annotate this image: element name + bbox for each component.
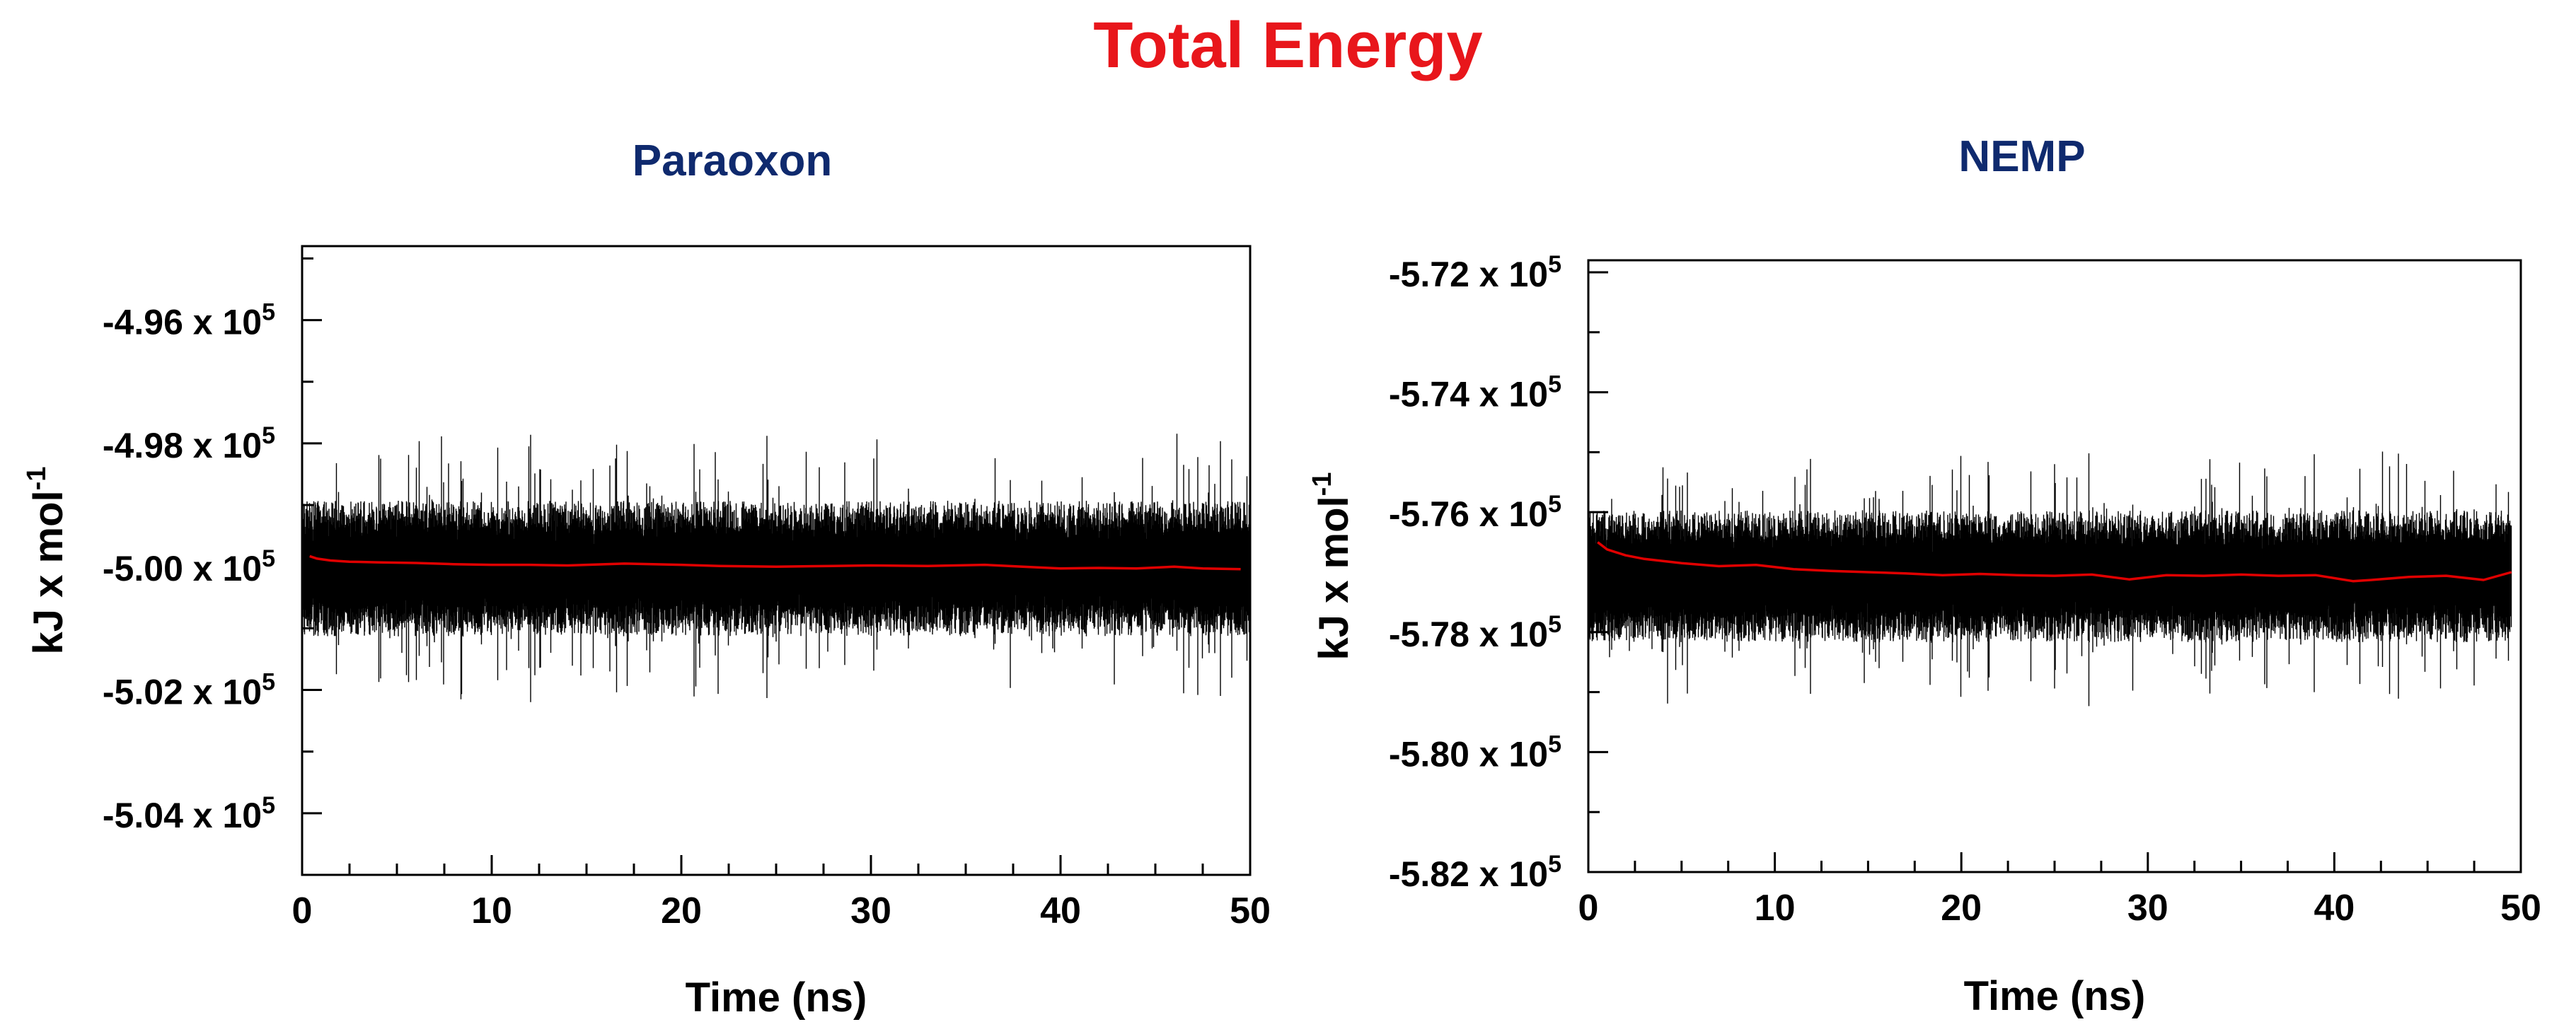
- nemp-y-tick-label: -5.80 x 105: [1389, 731, 1561, 774]
- nemp-running-average-line: [1597, 541, 2512, 583]
- nemp-x-tick-label: 30: [2127, 888, 2168, 929]
- nemp-title: NEMP: [1958, 132, 2085, 181]
- paraoxon-x-tick-label: 50: [1230, 890, 1271, 931]
- paraoxon-x-axis-label: Time (ns): [686, 975, 867, 1021]
- nemp-x-axis-label: Time (ns): [1964, 973, 2146, 1019]
- paraoxon-x-tick-label: 0: [292, 890, 313, 931]
- nemp-y-tick-label: -5.78 x 105: [1389, 611, 1561, 654]
- paraoxon-y-axis-label: kJ x mol-1: [22, 467, 71, 655]
- paraoxon-y-tick-label: -5.00 x 105: [103, 545, 275, 588]
- paraoxon-title: Paraoxon: [633, 136, 833, 185]
- nemp-y-axis-label: kJ x mol-1: [1307, 472, 1357, 661]
- nemp-x-tick-label: 20: [1941, 888, 1982, 929]
- paraoxon-y-tick-label: -4.96 x 105: [103, 299, 275, 342]
- paraoxon-y-tick-label: -5.02 x 105: [103, 669, 275, 712]
- paraoxon-x-tick-label: 20: [661, 890, 702, 931]
- paraoxon-running-average-line: [309, 554, 1241, 571]
- paraoxon-y-tick-label: -4.98 x 105: [103, 422, 275, 465]
- paraoxon-x-tick-label: 10: [471, 890, 512, 931]
- nemp-y-tick-label: -5.76 x 105: [1389, 491, 1561, 534]
- nemp-y-tick-label: -5.72 x 105: [1389, 251, 1561, 294]
- paraoxon-y-tick-label: -5.04 x 105: [103, 792, 275, 835]
- paraoxon-x-tick-label: 40: [1040, 890, 1081, 931]
- nemp-x-tick-label: 10: [1755, 888, 1796, 929]
- figure-title: Total Energy: [1093, 9, 1483, 81]
- nemp-y-tick-label: -5.82 x 105: [1389, 851, 1561, 894]
- nemp-y-tick-label: -5.74 x 105: [1389, 371, 1561, 414]
- nemp-x-tick-label: 0: [1578, 888, 1599, 929]
- paraoxon-x-tick-label: 30: [850, 890, 891, 931]
- nemp-x-tick-label: 50: [2500, 888, 2541, 929]
- nemp-x-tick-label: 40: [2314, 888, 2355, 929]
